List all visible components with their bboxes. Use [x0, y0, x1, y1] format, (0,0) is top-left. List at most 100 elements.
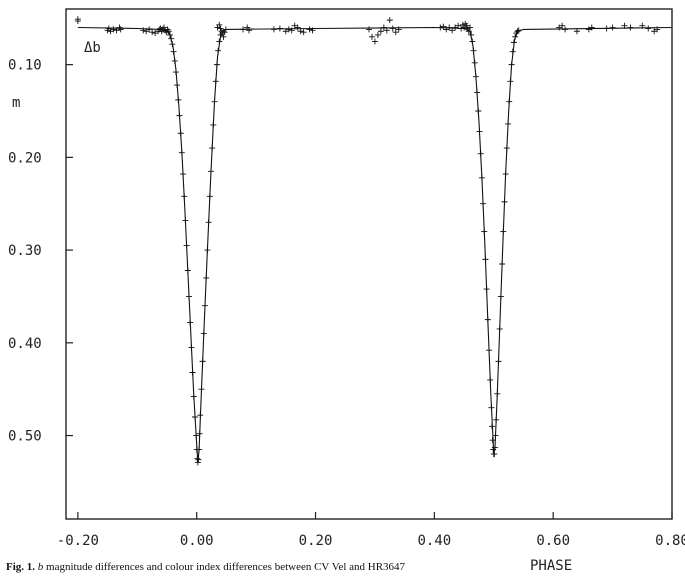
data-point	[476, 128, 483, 135]
figure-caption: Fig. 1. b magnitude differences and colo…	[6, 561, 676, 573]
x-tick-label: 0.20	[299, 533, 333, 549]
data-point	[191, 414, 198, 420]
data-point	[110, 26, 117, 33]
data-point	[185, 293, 192, 300]
data-point	[483, 286, 490, 293]
data-point	[175, 96, 182, 103]
data-point	[482, 256, 489, 263]
data-point	[488, 423, 495, 430]
data-point	[309, 27, 316, 34]
data-point	[480, 200, 487, 207]
data-point	[204, 247, 211, 254]
data-point	[588, 24, 595, 31]
data-point	[194, 459, 201, 466]
data-point	[216, 38, 223, 45]
data-point	[465, 28, 472, 35]
data-point	[645, 25, 652, 32]
data-point	[182, 217, 189, 224]
data-point	[487, 376, 494, 383]
figure-number: Fig. 1.	[6, 561, 36, 573]
data-point	[181, 193, 188, 200]
data-point	[493, 416, 500, 423]
data-point	[474, 89, 481, 96]
data-point	[386, 17, 393, 24]
data-point	[368, 33, 375, 40]
data-point	[276, 25, 283, 32]
data-point	[187, 319, 194, 326]
data-point	[654, 26, 661, 33]
plot-frame	[65, 8, 673, 520]
data-point	[197, 412, 204, 419]
data-point	[245, 27, 252, 34]
data-point	[211, 98, 218, 105]
data-point	[171, 57, 178, 64]
data-point	[213, 61, 220, 68]
fitted-curve-layer	[77, 26, 673, 463]
data-point	[609, 24, 616, 31]
data-point	[113, 27, 120, 34]
data-point	[198, 386, 205, 393]
data-point	[389, 25, 396, 32]
data-point	[196, 446, 203, 453]
data-point	[117, 26, 124, 33]
data-point	[189, 369, 196, 376]
data-point	[481, 228, 488, 235]
data-point	[212, 78, 219, 85]
data-point	[455, 22, 462, 29]
data-point	[174, 82, 181, 89]
data-point	[288, 27, 295, 34]
data-point	[193, 432, 200, 439]
data-point	[501, 198, 508, 205]
y-tick-label: 0.40	[8, 336, 42, 352]
data-point	[203, 274, 210, 281]
x-tick-label: 0.60	[536, 533, 570, 549]
data-point	[489, 437, 496, 444]
data-point	[463, 22, 470, 29]
data-point	[484, 316, 491, 323]
data-point	[306, 26, 313, 33]
x-axis-label: PHASE	[530, 558, 572, 574]
data-point	[188, 344, 195, 351]
data-point	[172, 69, 179, 76]
data-point	[497, 293, 504, 300]
data-point	[240, 26, 247, 33]
data-point	[168, 35, 175, 42]
data-point	[440, 23, 447, 30]
data-point	[140, 27, 147, 34]
data-point	[395, 26, 402, 33]
data-point	[206, 193, 213, 200]
data-point	[190, 393, 197, 400]
fitted-light-curve	[77, 26, 673, 463]
data-point	[366, 26, 372, 33]
data-point	[183, 242, 190, 249]
data-point	[488, 404, 495, 411]
data-point	[207, 168, 214, 175]
data-point	[495, 358, 502, 365]
data-point	[297, 28, 304, 35]
data-point	[446, 24, 453, 31]
y-tick-label: 0.30	[8, 243, 42, 259]
axis-ticks: -0.20 0.00 0.20 0.40 0.60 0.80 0.10 0.20 0.30 0.4…	[8, 58, 685, 549]
data-point	[194, 455, 201, 462]
data-point	[507, 78, 514, 85]
data-point	[471, 59, 478, 66]
data-point	[458, 25, 465, 32]
data-point	[512, 33, 519, 40]
data-point	[146, 26, 153, 33]
data-point	[210, 121, 217, 128]
data-point	[506, 98, 513, 105]
data-point	[470, 47, 477, 54]
data-point	[215, 47, 222, 54]
data-point	[383, 27, 390, 34]
y-tick-label: 0.20	[8, 150, 42, 166]
data-point	[491, 444, 498, 451]
data-point	[515, 27, 522, 34]
data-point	[205, 219, 212, 226]
caption-text: magnitude differences and colour index d…	[46, 561, 406, 573]
data-point	[508, 61, 515, 68]
data-point	[176, 112, 183, 119]
x-tick-label: 0.40	[417, 533, 451, 549]
data-point	[639, 22, 646, 29]
data-point	[270, 26, 277, 33]
data-point	[285, 26, 292, 33]
